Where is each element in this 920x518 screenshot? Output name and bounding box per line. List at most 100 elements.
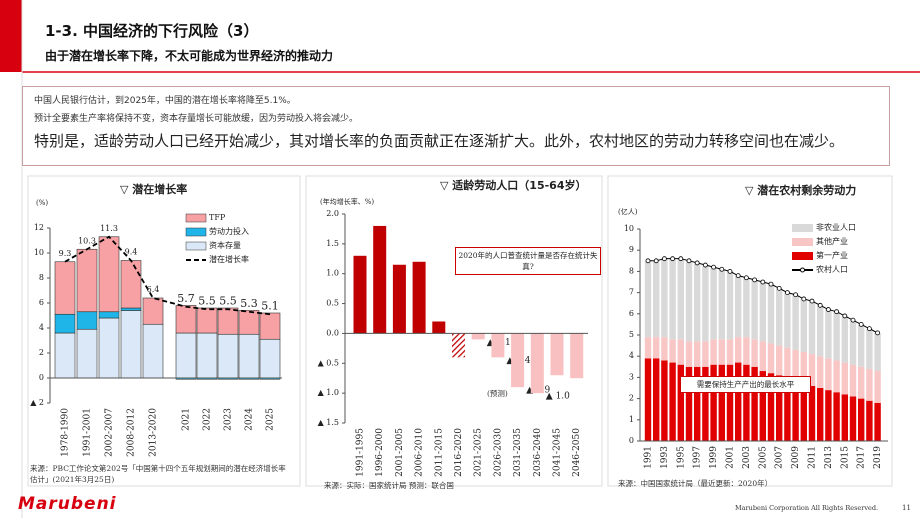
legend-label: TFP [209,213,226,222]
bar-segment [858,398,865,441]
marker [727,268,733,274]
marker [653,258,659,264]
bar-segment [76,248,98,313]
marker [760,279,766,285]
legend-label: 劳动力投入 [209,226,249,236]
y-tick-label: 1.5 [326,239,339,248]
marker [752,277,757,283]
bar-segment [726,271,734,340]
x-tick-label: 1991 [644,446,654,469]
data-label: 11.3 [100,224,118,233]
marker [817,302,823,308]
bar-segment [644,358,652,441]
data-label: 5.1 [261,299,279,312]
marker [678,256,684,262]
marker [711,264,716,270]
marker [686,258,692,264]
bar-segment [776,345,783,376]
bar-segment [175,305,197,334]
bar-segment [858,324,865,367]
bar-segment [694,262,701,342]
bar-segment [784,347,791,380]
bar-segment [784,379,791,441]
marker [809,298,815,304]
marker [793,292,798,298]
bar-segment [792,349,799,382]
x-tick-label: 1978-1990 [61,408,71,457]
y-tick-label: ▲ 1.5 [318,418,339,427]
bar [511,333,525,388]
marker [875,330,880,336]
bar-segment [808,354,816,386]
x-tick-label: 2041-2045 [553,428,563,477]
bar-segment [76,328,98,379]
bar-segment [98,311,120,319]
bar-segment [98,236,120,313]
y-tick-label: 10 [624,224,634,233]
bar-segment [669,362,676,441]
page-number: 11 [902,504,911,512]
logo: Marubeni [18,494,117,514]
marker [719,266,725,272]
bar-segment [702,366,709,441]
y-tick-label: 0.0 [326,328,339,337]
axis-label: (亿人) [618,207,638,216]
x-tick-label: 2008-2012 [127,408,137,457]
bar-segment [653,337,660,359]
y-tick-label: 2 [39,348,44,357]
summary-line: 特别是，适龄劳动人口已经开始减少，其对增长率的负面贡献正在逐渐扩大。此外，农村地… [34,132,845,150]
page-subtitle: 由于潜在增长率下降，不太可能成为世界经济的推动力 [45,49,334,63]
bar-segment [874,371,881,403]
x-tick-label: 2026-2030 [493,428,503,477]
bar-segment [54,332,76,379]
axis-label: (%) [36,199,48,207]
marker [768,281,774,287]
bar-segment [817,356,824,388]
annotation: 2020年的人口普查统计量是否存在统计失真? [455,247,601,275]
bar-segment [238,310,260,335]
bar-segment [751,366,758,441]
legend-label: 农村人口 [816,264,848,274]
marker [867,326,872,332]
bar-segment [120,307,142,311]
bar-segment [669,339,676,363]
legend-label: 第一产业 [816,250,848,260]
bar-segment [784,292,791,348]
x-tick-label: 2005 [758,446,768,469]
legend-swatch [185,213,207,223]
data-label: 5.7 [177,292,195,305]
bar-segment [644,337,652,359]
x-tick-label: 2013 [824,446,834,469]
bar-segment [661,337,668,361]
panel [607,175,893,487]
y-tick-label: ▲ 0.5 [318,358,339,367]
legend-swatch [185,227,207,237]
bar-segment [767,284,775,344]
x-tick-label: 2019 [873,446,883,469]
bar-segment [808,385,816,441]
data-label: 5.5 [198,294,216,307]
bar [373,225,387,334]
y-tick-label: 8 [629,266,634,275]
bar-segment [196,307,218,334]
x-tick-label: 2011-2015 [434,428,444,477]
x-tick-label: 2046-2050 [572,428,582,477]
bar-segment [142,323,164,379]
bar-segment [849,364,857,397]
x-tick-label: 2002-2007 [105,408,115,457]
bar-segment [238,333,260,379]
bar-segment [825,390,832,441]
y-tick-label: 8 [39,273,44,282]
bar-segment [874,332,881,372]
bar-segment [175,332,197,379]
x-tick-label: 1995 [676,446,686,469]
bar [491,333,505,358]
bar-segment [825,358,832,391]
bar-segment [259,338,281,379]
marker [694,260,700,266]
x-tick-label: 1991-2001 [83,408,93,457]
bar-segment [196,332,218,379]
bar-segment [800,298,807,352]
bar-segment [759,282,766,342]
